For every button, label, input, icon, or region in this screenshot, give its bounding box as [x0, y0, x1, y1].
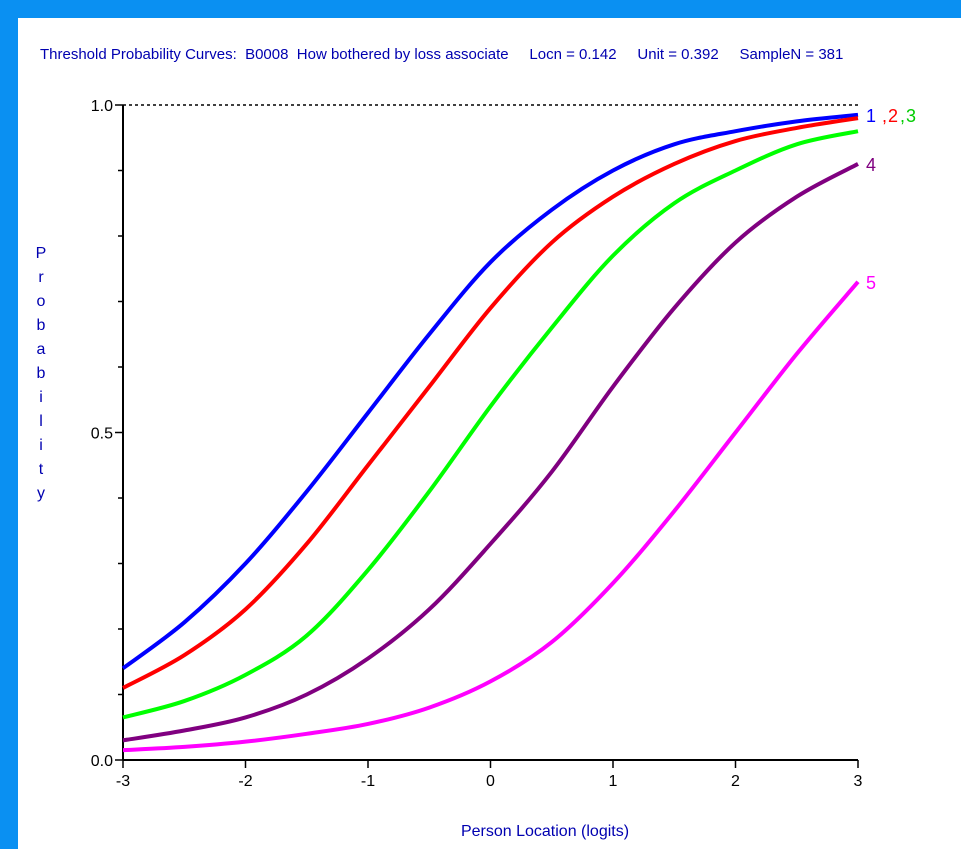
x-axis-label: Person Location (logits)	[461, 823, 629, 840]
curves	[121, 112, 860, 753]
curve-label: 3	[906, 106, 916, 126]
y-axis-label-letter: y	[37, 485, 45, 502]
x-tick-label: -1	[361, 773, 375, 790]
x-tick-label: 0	[486, 773, 495, 790]
y-axis-label-letter: t	[39, 461, 44, 478]
y-axis-label-letter: P	[36, 245, 47, 262]
curve-labels: 1, 2, 345	[866, 106, 916, 293]
curve-threshold-5	[122, 280, 860, 753]
y-tick-label: 0.5	[91, 426, 113, 443]
x-tick-label: -2	[238, 773, 252, 790]
y-axis-label-letter: l	[39, 413, 43, 430]
curve-threshold-4	[122, 162, 859, 743]
x-tick-label: 2	[731, 773, 740, 790]
y-axis-label: Probability	[36, 245, 47, 502]
curve-label: 4	[866, 155, 876, 175]
x-tick-label: 3	[854, 773, 863, 790]
curve-label: ,	[900, 106, 905, 126]
y-tick-label: 1.0	[91, 98, 113, 115]
curve-threshold-2	[122, 116, 859, 690]
chart-panel: Threshold Probability Curves: B0008 How …	[18, 18, 961, 849]
y-axis-label-letter: o	[37, 293, 46, 310]
x-tick-label: 1	[609, 773, 618, 790]
y-axis-label-letter: b	[37, 317, 46, 334]
axes: 0.0 0.5 1.0 -3 -2 -1 0 1 2 3	[91, 98, 863, 790]
curve-threshold-3	[122, 129, 859, 720]
curve-label: 1	[866, 106, 876, 126]
y-axis-label-letter: b	[37, 365, 46, 382]
x-tick-label: -3	[116, 773, 130, 790]
threshold-probability-chart: Threshold Probability Curves: B0008 How …	[36, 46, 916, 840]
y-axis-label-letter: r	[38, 269, 44, 286]
y-axis-label-letter: i	[39, 437, 43, 454]
y-axis-label-letter: i	[39, 389, 43, 406]
y-axis-label-letter: a	[37, 341, 46, 358]
curve-threshold-1	[121, 112, 859, 670]
curve-label: ,	[882, 106, 887, 126]
chart-title: Threshold Probability Curves: B0008 How …	[40, 46, 843, 63]
curve-label: 2	[888, 106, 898, 126]
y-tick-label: 0.0	[91, 753, 113, 770]
curve-label: 5	[866, 273, 876, 293]
